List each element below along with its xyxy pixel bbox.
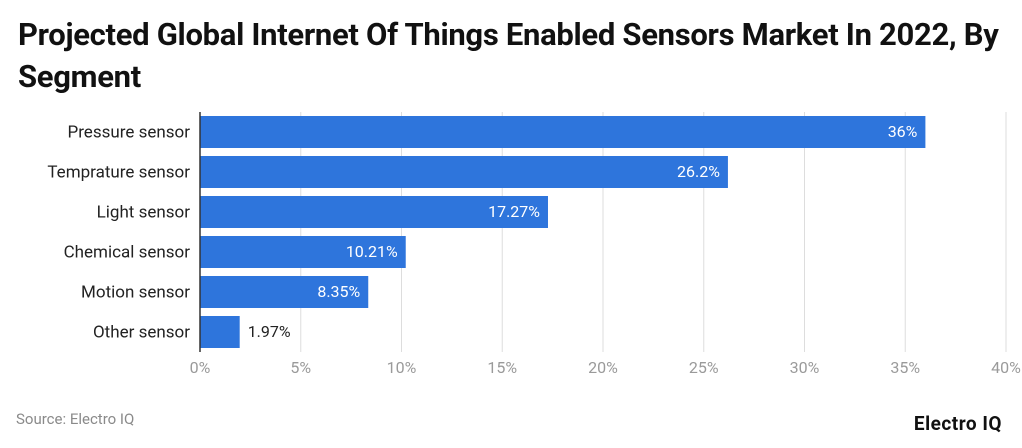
- y-tick-label: Pressure sensor: [67, 122, 190, 142]
- x-tick-label: 0%: [190, 358, 211, 377]
- y-tick-label: Motion sensor: [81, 282, 190, 302]
- y-tick-label: Chemical sensor: [64, 242, 191, 262]
- bar: [200, 116, 926, 148]
- x-tick-label: 10%: [387, 358, 417, 377]
- x-tick-label: 40%: [991, 358, 1021, 377]
- value-label: 8.35%: [317, 282, 360, 301]
- x-tick-label: 35%: [890, 358, 920, 377]
- x-tick-label: 15%: [487, 358, 517, 377]
- bar: [200, 316, 240, 348]
- value-label: 26.2%: [677, 162, 720, 181]
- bar: [200, 236, 406, 268]
- value-label: 1.97%: [248, 322, 291, 341]
- bar: [200, 156, 728, 188]
- x-tick-label: 30%: [790, 358, 820, 377]
- x-tick-label: 25%: [689, 358, 719, 377]
- x-tick-label: 5%: [290, 358, 311, 377]
- value-label: 36%: [888, 122, 918, 141]
- value-label: 17.27%: [488, 202, 540, 221]
- y-tick-label: Light sensor: [97, 202, 191, 222]
- source: Source: Electro IQ: [16, 410, 135, 428]
- y-tick-label: Temprature sensor: [47, 162, 190, 182]
- bar: [200, 276, 369, 308]
- y-tick-label: Other sensor: [93, 322, 190, 342]
- value-label: 10.21%: [346, 242, 398, 261]
- brand: Electro IQ: [913, 412, 1002, 435]
- bar: [200, 196, 548, 228]
- chart-title: Projected Global Internet Of Things Enab…: [18, 16, 999, 95]
- x-tick-label: 20%: [588, 358, 618, 377]
